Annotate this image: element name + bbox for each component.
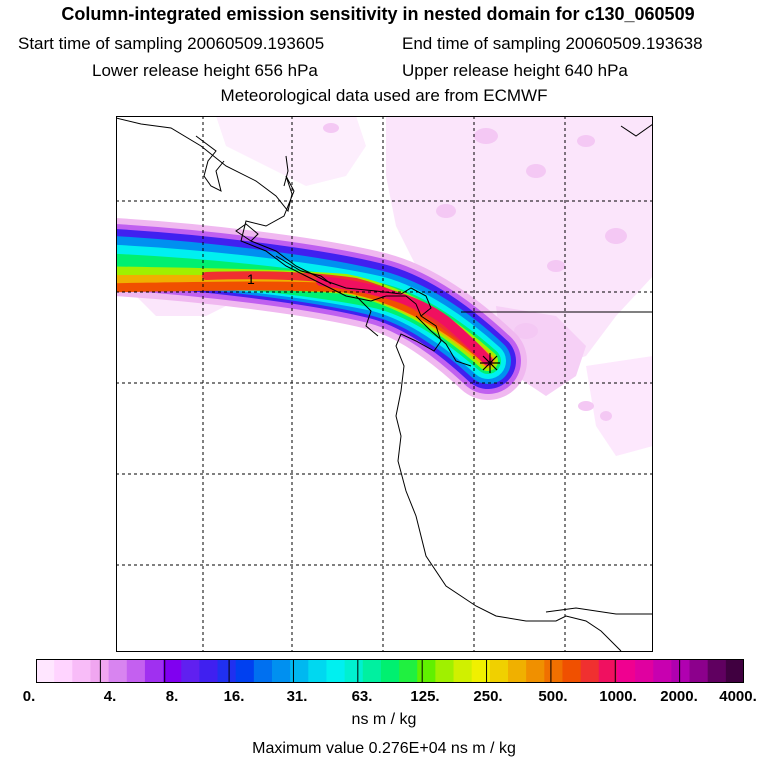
colorbar-tick-label: 31.: [286, 688, 308, 705]
colorbar-swatch: [671, 659, 691, 683]
colorbar-swatch: [707, 659, 727, 683]
colorbar-swatch: [217, 659, 237, 683]
coastlines: [116, 117, 653, 652]
colorbar-swatch: [290, 659, 309, 683]
contour-label: 1: [247, 271, 255, 287]
colorbar-swatch: [417, 659, 436, 683]
colorbar-swatch: [562, 659, 582, 683]
plot-title: Column-integrated emission sensitivity i…: [61, 4, 695, 24]
end-time-label: End time of sampling 20060509.193638: [402, 34, 703, 53]
colorbar-tick-label: 4000.: [719, 688, 757, 705]
background-sensitivity-specks: [323, 123, 627, 421]
colorbar-swatch: [253, 659, 273, 683]
colorbar-swatch: [598, 659, 618, 683]
colorbar-swatch: [326, 659, 346, 683]
colorbar-swatch: [689, 659, 709, 683]
colorbar-swatch: [272, 659, 291, 683]
colorbar-tick-label: 1000.: [599, 688, 637, 705]
colorbar-tick-label: 500.: [538, 688, 568, 705]
colorbar-tick-label: 8.: [165, 688, 179, 705]
colorbar-swatch: [508, 659, 527, 683]
colorbar-swatch: [725, 659, 744, 683]
colorbar-swatch: [235, 659, 255, 683]
colorbar-swatch: [489, 659, 509, 683]
colorbar-tick-label: 63.: [351, 688, 373, 705]
colorbar-swatch: [580, 659, 600, 683]
colorbar-swatch: [72, 659, 92, 683]
colorbar-swatch: [362, 659, 382, 683]
map-grid: [116, 116, 653, 652]
colorbar-frame: [36, 659, 744, 683]
colorbar-swatch: [435, 659, 455, 683]
map-frame: [116, 116, 653, 652]
colorbar-swatch: [54, 659, 73, 683]
colorbar-swatch: [144, 659, 164, 683]
colorbar-swatch: [108, 659, 128, 683]
color-bar: [36, 659, 744, 683]
colorbar-units: ns m / kg: [351, 711, 417, 728]
colorbar-swatch: [90, 659, 110, 683]
colorbar-swatch: [526, 659, 545, 683]
sensitivity-map: 1: [116, 116, 653, 652]
met-data-label: Meteorological data used are from ECMWF: [220, 86, 548, 105]
colorbar-swatch: [344, 659, 364, 683]
colorbar-tick-label: 16.: [223, 688, 245, 705]
colorbar-tick-label: 0.: [22, 688, 36, 705]
colorbar-tick-label: 4.: [103, 688, 117, 705]
colorbar-swatch: [36, 659, 55, 683]
start-time-label: Start time of sampling 20060509.193605: [18, 34, 325, 53]
colorbar-tick-label: 2000.: [660, 688, 698, 705]
maximum-value-label: Maximum value 0.276E+04 ns m / kg: [252, 740, 516, 757]
lower-release-label: Lower release height 656 hPa: [92, 61, 318, 80]
colorbar-swatch: [181, 659, 200, 683]
colorbar-swatch: [163, 659, 182, 683]
colorbar-swatch: [453, 659, 473, 683]
colorbar-swatch: [616, 659, 636, 683]
colorbar-swatch: [653, 659, 672, 683]
colorbar-tick-label: 250.: [473, 688, 503, 705]
colorbar-swatch: [380, 659, 400, 683]
colorbar-swatch: [199, 659, 219, 683]
colorbar-swatch: [471, 659, 491, 683]
colorbar-swatch: [308, 659, 328, 683]
release-point-marker: [480, 353, 500, 373]
colorbar-swatch: [399, 659, 418, 683]
colorbar-swatch: [635, 659, 654, 683]
upper-release-label: Upper release height 640 hPa: [402, 61, 628, 80]
colorbar-swatch: [544, 659, 564, 683]
colorbar-tick-label: 125.: [410, 688, 440, 705]
colorbar-swatch: [126, 659, 146, 683]
